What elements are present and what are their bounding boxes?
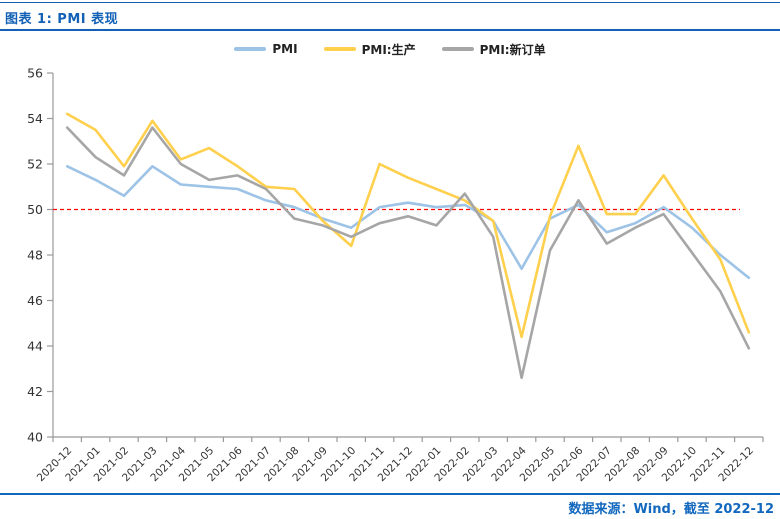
y-tick-label: 52 [27,157,43,172]
y-tick-label: 54 [27,111,43,126]
data-source-note: 数据来源：Wind，截至 2022-12 [568,502,774,517]
y-tick-label: 44 [27,339,43,354]
legend-label-new-orders: PMI:新订单 [479,42,546,57]
pmi-line-swatch [234,47,267,51]
top-divider [0,2,780,3]
y-tick-label: 48 [27,248,43,263]
y-tick-label: 56 [27,66,43,81]
series-line-PMI [65,165,751,280]
new-orders-line-swatch [441,47,474,51]
legend-label-production: PMI:生产 [361,42,416,57]
series-line-PMI:生产 [65,112,751,339]
legend-item-production: PMI:生产 [323,41,416,58]
footer-divider [0,493,780,495]
legend-label-pmi: PMI [272,42,298,56]
figure-title: 图表 1: PMI 表现 [5,12,119,27]
y-tick-label: 40 [27,430,43,445]
y-tick-label: 50 [27,202,43,217]
y-tick-label: 42 [27,384,43,399]
legend-item-pmi: PMI [234,42,298,56]
production-line-swatch [323,47,356,51]
chart-legend: PMI PMI:生产 PMI:新订单 [0,40,780,58]
legend-item-new-orders: PMI:新订单 [441,41,546,58]
y-tick-label: 46 [27,293,43,308]
series-line-PMI:新订单 [65,126,751,380]
title-divider [0,29,780,31]
